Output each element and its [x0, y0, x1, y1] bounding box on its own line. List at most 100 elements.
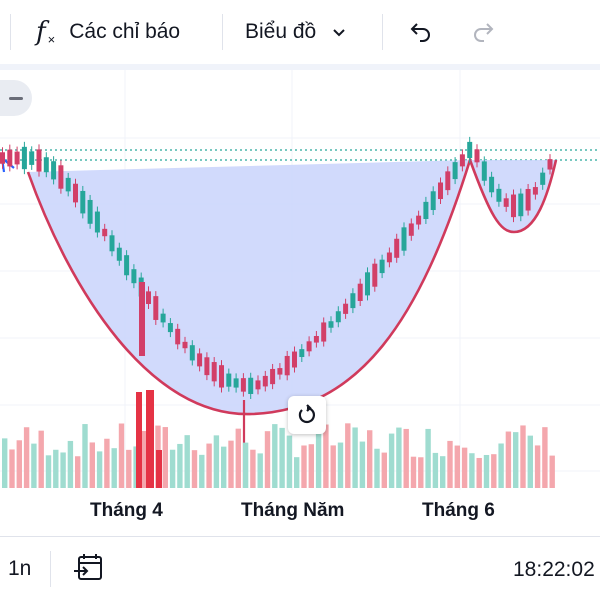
volume-bar [410, 456, 417, 488]
volume-spike [136, 392, 142, 488]
volume-bar [308, 444, 314, 488]
candle-body [102, 228, 108, 237]
redo-button[interactable] [470, 0, 496, 64]
x-axis-label-april: Tháng 4 [90, 500, 163, 521]
candle-body [182, 341, 188, 349]
candle-body [408, 223, 414, 236]
candle-body [116, 247, 122, 261]
volume-bar [228, 440, 234, 488]
candle-body [292, 351, 297, 368]
volume-bar [264, 431, 271, 488]
interval-button[interactable]: 1n [8, 557, 32, 580]
volume-bar [169, 449, 176, 488]
rotate-icon [298, 404, 315, 424]
candle-body [459, 154, 465, 167]
candle-body [139, 282, 145, 356]
volume-spike [146, 390, 154, 488]
candle-body [430, 191, 436, 211]
volume-bar [118, 423, 125, 488]
candle-body [36, 149, 42, 172]
volume-bar [520, 425, 526, 488]
volume-bar [16, 440, 22, 488]
candle-body [65, 177, 71, 192]
candle-body [321, 322, 327, 342]
candle-body [445, 171, 451, 191]
volume-bar [315, 432, 322, 488]
candle-body [532, 187, 538, 195]
volume-bar [242, 442, 249, 488]
volume-bar [476, 457, 482, 488]
pattern-outline [26, 155, 558, 416]
volume-bar [396, 427, 402, 488]
volume-bar [272, 424, 278, 488]
candle-body [379, 259, 385, 274]
volume-bar [60, 452, 66, 488]
candle-body [146, 291, 151, 305]
candle-body [211, 362, 217, 382]
goto-date-icon[interactable] [72, 552, 106, 586]
chevron-down-icon [333, 29, 345, 37]
candle-body [270, 368, 276, 385]
volume-bars [2, 390, 555, 488]
chart-type-label: Biểu đồ [245, 20, 317, 43]
candle-body [481, 161, 487, 181]
volume-bar [483, 454, 490, 488]
volume-bar [126, 449, 132, 488]
bottom-separator [50, 551, 51, 587]
volume-bar [213, 435, 220, 488]
volume-bar [162, 427, 168, 488]
candle-body [94, 211, 100, 233]
volume-bar [31, 443, 37, 488]
volume-bar [498, 443, 504, 488]
collapse-toolbar-button[interactable] [0, 80, 32, 116]
candle-body [124, 255, 130, 276]
candle-body [328, 321, 334, 328]
candle-body [335, 311, 341, 323]
candle-body [401, 227, 407, 251]
undo-icon [410, 23, 430, 42]
volume-bar [199, 454, 205, 488]
volume-bar [469, 453, 475, 488]
volume-bar [542, 427, 548, 488]
indicators-button[interactable]: f × Các chỉ báo [36, 0, 180, 64]
volume-bar [96, 451, 103, 488]
volume-bar [45, 455, 52, 488]
volume-bar [440, 456, 446, 488]
reset-chart-button[interactable] [288, 396, 326, 434]
candle-body [350, 293, 356, 309]
candle-body [7, 149, 13, 167]
volume-bar [367, 430, 373, 488]
candle-body [160, 313, 166, 323]
indicators-label: Các chỉ báo [69, 20, 181, 43]
candle-body [496, 188, 502, 202]
volume-bar [403, 428, 409, 488]
volume-bar [323, 424, 329, 488]
candlesticks [0, 136, 553, 399]
chart-pane[interactable] [0, 70, 600, 536]
volume-bar [381, 452, 387, 488]
volume-bar [2, 438, 8, 488]
volume-bar [513, 432, 519, 488]
candle-body [357, 283, 363, 302]
volume-bar [527, 435, 533, 488]
price-chart[interactable] [0, 70, 600, 536]
volume-bar [505, 431, 512, 488]
volume-bar [286, 435, 293, 488]
undo-button[interactable] [408, 0, 434, 64]
toolbar-divider [0, 64, 600, 70]
candle-body [467, 141, 473, 159]
volume-bar [301, 445, 307, 488]
candle-body [503, 198, 509, 207]
candle-body [248, 377, 254, 394]
clock-time: 18:22:02 [513, 558, 595, 581]
candle-body [131, 269, 137, 284]
chart-type-button[interactable]: Biểu đồ [245, 0, 348, 64]
candle-body [540, 172, 546, 185]
volume-bar [330, 445, 336, 488]
volume-bar [184, 435, 190, 488]
top-toolbar: f × Các chỉ báo Biểu đồ [0, 0, 600, 64]
candle-body [175, 328, 181, 345]
volume-bar [425, 428, 431, 488]
volume-bar [374, 448, 380, 488]
cup-and-handle-pattern[interactable] [0, 155, 558, 488]
